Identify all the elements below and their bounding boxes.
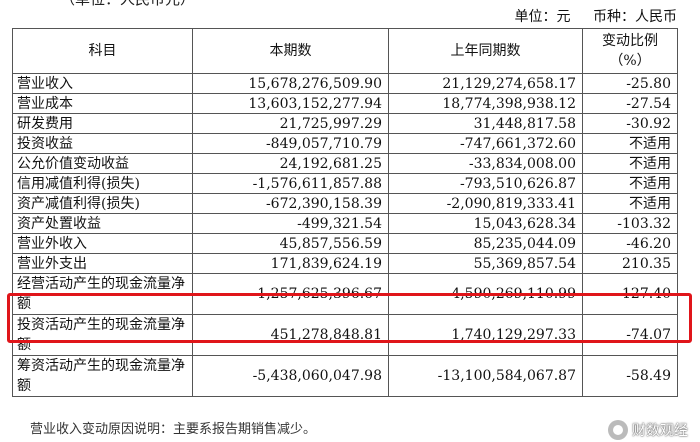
row-change: -58.49 [582, 355, 678, 397]
unit-label: 单位：元 [514, 9, 571, 25]
highlight-box [7, 293, 692, 343]
row-change: -74.07 [582, 314, 678, 356]
column-header-current: 本期数 [192, 28, 389, 74]
column-header-prior: 上年同期数 [388, 28, 583, 74]
row-current: -5,438,060,047.98 [192, 355, 389, 397]
table-row: 营业成本 13,603,152,277.94 18,774,398,938.12… [12, 93, 678, 114]
row-current: 21,725,997.29 [192, 113, 389, 134]
table-row: 研发费用 21,725,997.29 31,448,817.58 -30.92 [12, 113, 678, 134]
row-change: -30.92 [582, 113, 678, 134]
watermark: 财数观经 [608, 418, 688, 442]
row-item: 营业外收入 [12, 233, 193, 254]
row-current: -1,576,611,857.88 [192, 173, 389, 194]
table-row: 公允价值变动收益 24,192,681.25 -33,834,008.00 不适… [12, 153, 678, 174]
row-prior: -13,100,584,067.87 [388, 355, 583, 397]
row-current: 171,839,624.19 [192, 253, 389, 274]
watermark-text: 财数观经 [632, 423, 688, 439]
row-item: 营业收入 [12, 73, 193, 94]
row-change: -25.80 [582, 73, 678, 94]
cropped-top-text: （单位：人民币元） [60, 0, 195, 9]
row-change: 不适用 [582, 153, 678, 174]
financial-table: 科目 本期数 上年同期数 变动比例 （%） 营业收入 15,678,276,50… [12, 28, 678, 397]
row-current: 24,192,681.25 [192, 153, 389, 174]
row-change: -103.32 [582, 213, 678, 234]
table-row: 筹资活动产生的现金流量净额 -5,438,060,047.98 -13,100,… [12, 355, 678, 397]
row-prior: 55,369,857.54 [388, 253, 583, 274]
row-item: 信用减值利得(损失) [12, 173, 193, 194]
column-header-change: 变动比例 （%） [582, 28, 678, 74]
row-item: 营业外支出 [12, 253, 193, 274]
row-current: 451,278,848.81 [192, 314, 389, 356]
row-prior: -793,510,626.87 [388, 173, 583, 194]
row-item: 研发费用 [12, 113, 193, 134]
row-prior: -33,834,008.00 [388, 153, 583, 174]
row-item: 营业成本 [12, 93, 193, 114]
table-row: 营业外支出 171,839,624.19 55,369,857.54 210.3… [12, 253, 678, 274]
unit-currency-line: 单位：元 币种：人民币 [497, 6, 677, 26]
row-prior: 31,448,817.58 [388, 113, 583, 134]
column-header-item: 科目 [12, 28, 193, 74]
row-prior: 1,740,129,297.33 [388, 314, 583, 356]
column-header-change-unit: （%） [609, 53, 651, 69]
row-item: 公允价值变动收益 [12, 153, 193, 174]
table-row: 营业外收入 45,857,556.59 85,235,044.09 -46.20 [12, 233, 678, 254]
row-prior: -747,661,372.60 [388, 133, 583, 154]
column-header-change-label: 变动比例 [602, 33, 658, 49]
row-change: -46.20 [582, 233, 678, 254]
row-current: -672,390,158.39 [192, 193, 389, 214]
table-row: 信用减值利得(损失) -1,576,611,857.88 -793,510,62… [12, 173, 678, 194]
table-row: 资产减值利得(损失) -672,390,158.39 -2,090,819,33… [12, 193, 678, 214]
table-row: 投资活动产生的现金流量净额 451,278,848.81 1,740,129,2… [12, 314, 678, 356]
row-prior: -2,090,819,333.41 [388, 193, 583, 214]
table-row: 投资收益 -849,057,710.79 -747,661,372.60 不适用 [12, 133, 678, 154]
row-current: -849,057,710.79 [192, 133, 389, 154]
row-item: 投资活动产生的现金流量净额 [12, 314, 193, 356]
row-prior: 15,043,628.34 [388, 213, 583, 234]
currency-label: 币种：人民币 [593, 9, 677, 25]
row-prior: 85,235,044.09 [388, 233, 583, 254]
row-change: 不适用 [582, 133, 678, 154]
row-current: 15,678,276,509.90 [192, 73, 389, 94]
table-row: 资产处置收益 -499,321.54 15,043,628.34 -103.32 [12, 213, 678, 234]
row-change: 不适用 [582, 193, 678, 214]
row-current: -499,321.54 [192, 213, 389, 234]
row-item: 资产处置收益 [12, 213, 193, 234]
row-change: 不适用 [582, 173, 678, 194]
row-prior: 18,774,398,938.12 [388, 93, 583, 114]
row-change: -27.54 [582, 93, 678, 114]
table-row: 营业收入 15,678,276,509.90 21,129,274,658.17… [12, 73, 678, 94]
table-header-row: 科目 本期数 上年同期数 变动比例 （%） [12, 28, 678, 74]
row-prior: 21,129,274,658.17 [388, 73, 583, 94]
row-item: 投资收益 [12, 133, 193, 154]
row-item: 资产减值利得(损失) [12, 193, 193, 214]
watermark-logo-icon [608, 420, 628, 440]
cropped-bottom-text: 营业收入变动原因说明：主要系报告期销售减少。 [30, 422, 317, 437]
row-change: 210.35 [582, 253, 678, 274]
row-item: 筹资活动产生的现金流量净额 [12, 355, 193, 397]
row-current: 45,857,556.59 [192, 233, 389, 254]
row-current: 13,603,152,277.94 [192, 93, 389, 114]
